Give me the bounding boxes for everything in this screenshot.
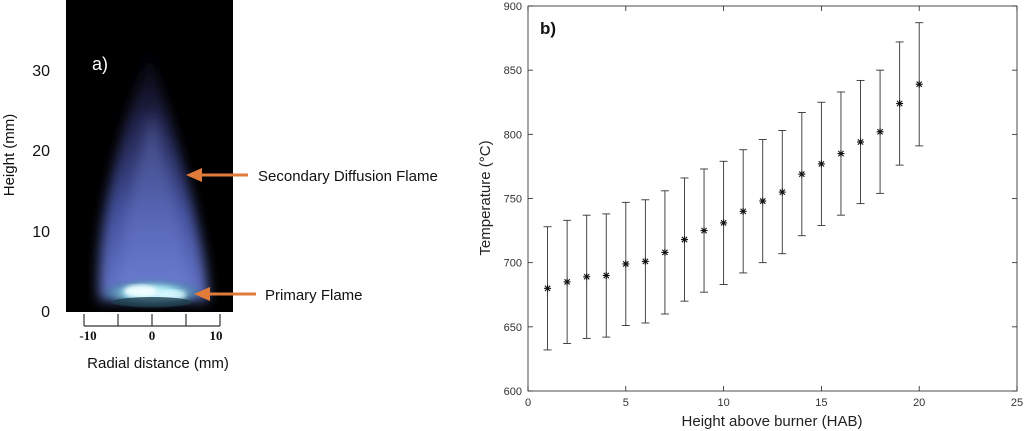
flame-x-axis-label: Radial distance (mm) [87,355,229,372]
x-tick-label: 0 [525,397,531,409]
data-point [817,160,825,168]
data-point [661,248,669,256]
flame-x-ticks: -10 0 10 [79,328,222,343]
x-axis-ticks: 0 5 10 15 20 25 [525,6,1023,409]
data-point [583,273,591,281]
data-point [915,80,923,88]
data-point [641,257,649,265]
flame-x-tick: 10 [210,328,223,343]
data-point [857,138,865,146]
data-point [739,207,747,215]
y-tick-label: 700 [504,258,522,270]
flame-y-tick: 10 [32,224,50,241]
plot-area [527,5,1018,392]
y-tick-label: 600 [504,386,522,398]
data-point [798,170,806,178]
flame-x-tick: 0 [149,328,156,343]
annotation-arrow-secondary [186,168,248,182]
x-tick-label: 25 [1011,397,1023,409]
data-point [876,128,884,136]
y-tick-label: 750 [504,194,522,206]
data-point [700,227,708,235]
data-point [602,272,610,279]
x-axis-label: Height above burner (HAB) [682,413,863,430]
flame-x-scale [83,314,221,327]
flame-y-tick: 0 [41,304,50,321]
y-axis-label: Temperature (°C) [477,140,494,255]
flame-panel-label: a) [92,54,108,74]
y-tick-label: 900 [504,1,522,13]
data-point [778,188,786,196]
flame-y-ticks: 0 10 20 30 [32,63,50,321]
temperature-chart: 0 5 10 15 20 25 600 650 700 750 800 850 900 b) Heig… [477,1,1023,430]
data-series [543,22,924,351]
annotation-secondary-flame: Secondary Diffusion Flame [258,168,438,185]
annotation-primary-flame: Primary Flame [265,287,363,304]
flame-photo-panel: a) 0 10 20 30 Height (mm) -10 0 10 Radia… [1,0,438,372]
data-point [837,150,845,158]
data-point [759,197,767,205]
flame-x-tick: -10 [79,328,96,343]
data-point [563,278,571,286]
data-point [896,100,904,108]
x-tick-label: 20 [913,397,925,409]
flame-y-tick: 30 [32,63,50,80]
x-tick-label: 10 [717,397,729,409]
data-point [622,260,630,268]
x-tick-label: 5 [623,397,629,409]
chart-panel-label: b) [540,19,556,38]
flame-y-axis-label: Height (mm) [1,114,18,197]
data-point [544,284,552,292]
y-tick-label: 850 [504,65,522,77]
data-point [720,219,728,227]
y-axis-ticks: 600 650 700 750 800 850 900 [504,1,1017,398]
data-point [680,236,688,244]
y-tick-label: 650 [504,322,522,334]
annotation-arrow-primary [194,287,256,301]
y-tick-label: 800 [504,129,522,141]
flame-y-tick: 20 [32,143,50,160]
x-tick-label: 15 [815,397,827,409]
